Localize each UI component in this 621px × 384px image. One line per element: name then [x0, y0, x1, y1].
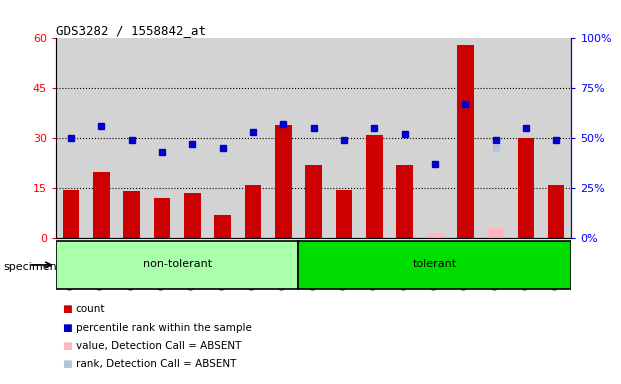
Bar: [450, 38, 481, 238]
Bar: [548, 185, 564, 238]
Text: GDS3282 / 1558842_at: GDS3282 / 1558842_at: [56, 24, 206, 37]
Bar: [124, 192, 140, 238]
Bar: [86, 38, 117, 238]
Bar: [207, 38, 238, 238]
Bar: [56, 38, 86, 238]
Bar: [275, 125, 292, 238]
Text: value, Detection Call = ABSENT: value, Detection Call = ABSENT: [76, 341, 241, 351]
Bar: [510, 38, 541, 238]
Text: ■: ■: [62, 359, 72, 369]
Bar: [117, 38, 147, 238]
FancyBboxPatch shape: [56, 241, 299, 289]
Bar: [481, 38, 510, 238]
Bar: [147, 38, 177, 238]
Text: tolerant: tolerant: [413, 259, 457, 269]
Bar: [93, 172, 110, 238]
Bar: [329, 38, 359, 238]
Bar: [427, 233, 443, 238]
Text: count: count: [76, 304, 106, 314]
Bar: [299, 38, 329, 238]
Bar: [487, 228, 504, 238]
Text: percentile rank within the sample: percentile rank within the sample: [76, 323, 252, 333]
Text: specimen: specimen: [3, 262, 57, 272]
FancyBboxPatch shape: [299, 241, 571, 289]
Bar: [517, 138, 534, 238]
Bar: [389, 38, 420, 238]
Bar: [541, 38, 571, 238]
Bar: [306, 165, 322, 238]
Text: ■: ■: [62, 323, 72, 333]
Bar: [184, 193, 201, 238]
Bar: [63, 190, 79, 238]
Bar: [177, 38, 207, 238]
Bar: [420, 38, 450, 238]
Bar: [238, 38, 268, 238]
Bar: [245, 185, 261, 238]
Bar: [268, 38, 299, 238]
Bar: [214, 215, 231, 238]
Text: ■: ■: [62, 341, 72, 351]
Text: non-tolerant: non-tolerant: [143, 259, 212, 269]
Bar: [396, 165, 413, 238]
Text: rank, Detection Call = ABSENT: rank, Detection Call = ABSENT: [76, 359, 236, 369]
Bar: [366, 135, 383, 238]
Text: ■: ■: [62, 304, 72, 314]
Bar: [359, 38, 389, 238]
Bar: [457, 45, 474, 238]
Bar: [153, 198, 170, 238]
Bar: [335, 190, 352, 238]
